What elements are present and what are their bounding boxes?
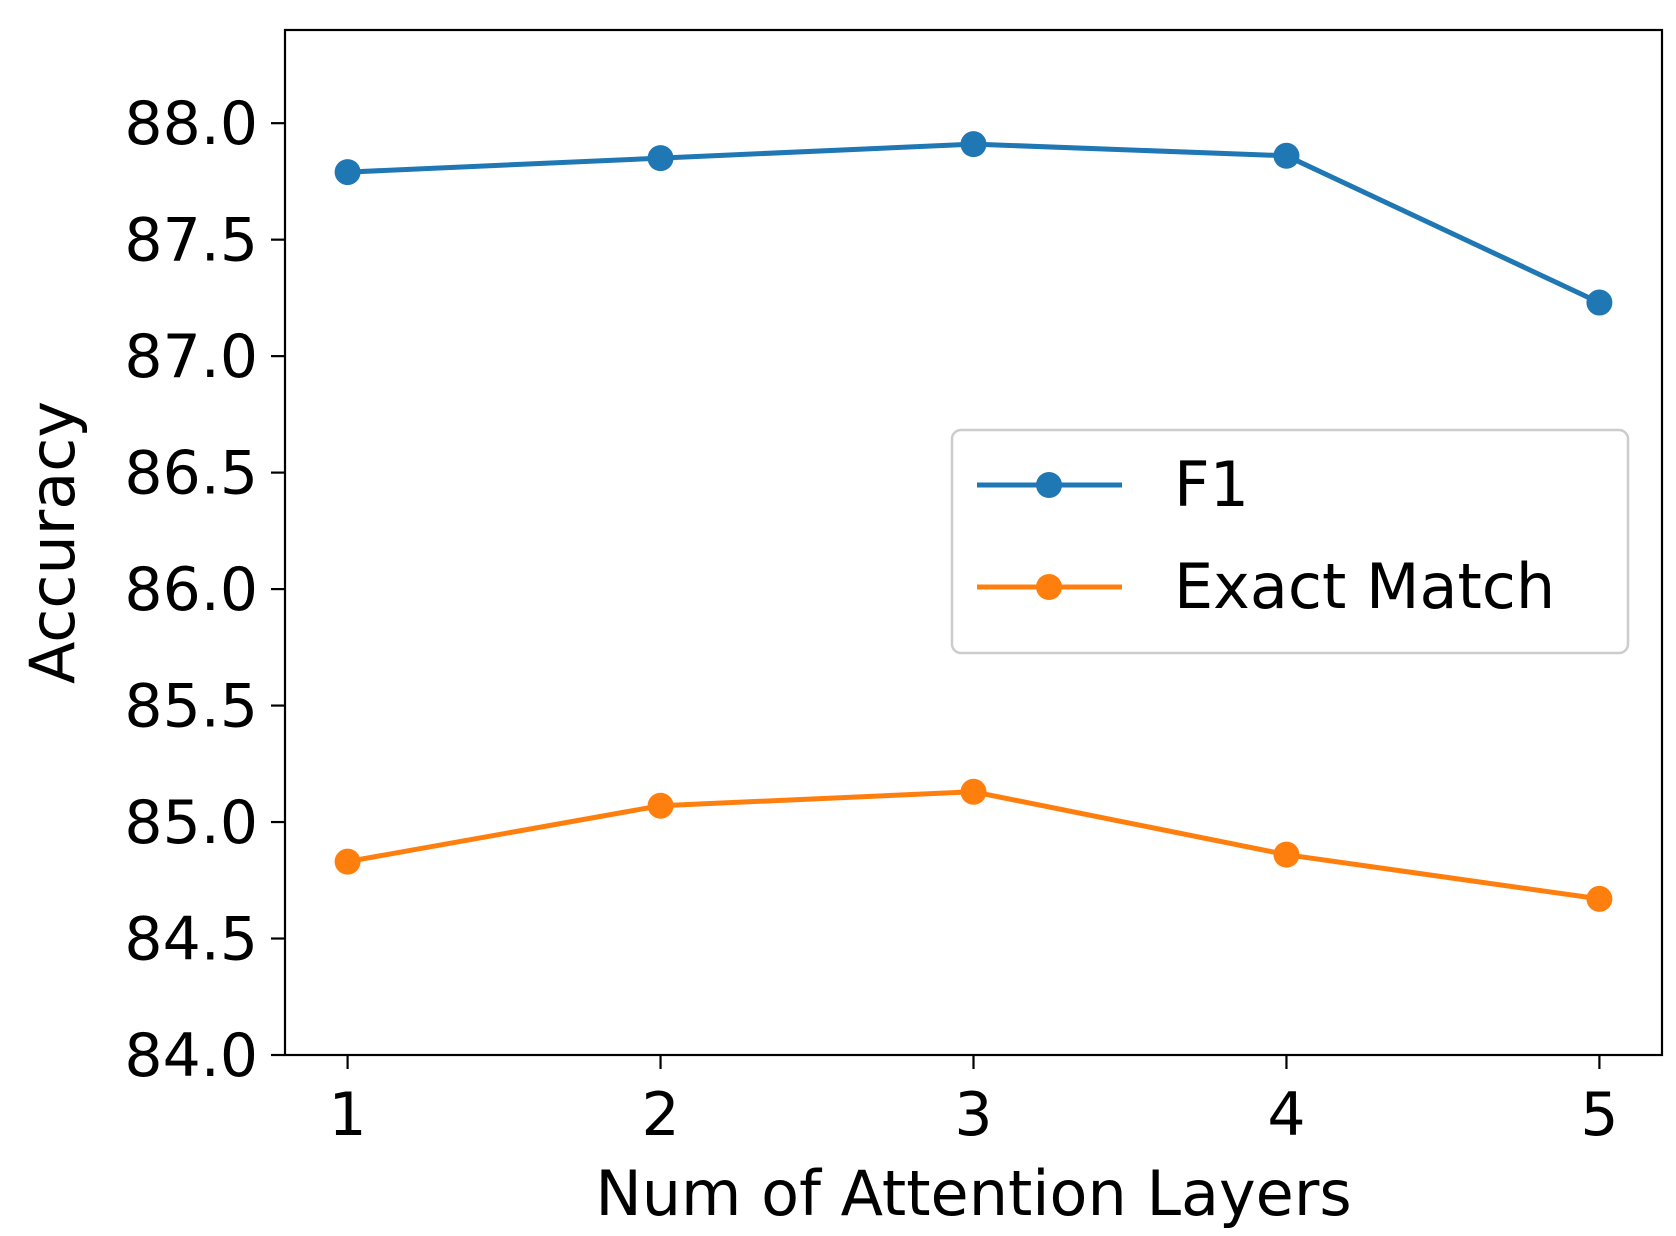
x-tick-label: 4: [1267, 1080, 1305, 1150]
y-tick-label: 86.5: [124, 439, 258, 509]
data-point-exact-match: [647, 792, 674, 819]
legend-label-exact-match: Exact Match: [1174, 550, 1555, 623]
data-point-exact-match: [1273, 841, 1300, 868]
data-point-f1: [1273, 142, 1300, 169]
data-point-f1: [647, 145, 674, 172]
legend-marker-exact-match: [1036, 574, 1062, 600]
data-point-exact-match: [1586, 885, 1613, 912]
y-tick-label: 84.0: [124, 1021, 258, 1091]
y-tick-label: 86.0: [124, 555, 258, 625]
legend-marker-f1: [1036, 472, 1062, 498]
series-layer: [334, 131, 1613, 912]
data-point-f1: [334, 159, 361, 186]
ticks-layer: 1 2 3 4 5 84.0 84.5 85.0 85.5 86.0 86.5 87.0 87.5 88.…: [124, 89, 1618, 1150]
y-tick-label: 84.5: [124, 905, 258, 975]
x-tick-label: 3: [954, 1080, 992, 1150]
x-tick-label: 1: [328, 1080, 366, 1150]
legend-label-f1: F1: [1174, 448, 1249, 521]
y-tick-label: 85.5: [124, 672, 258, 742]
data-point-exact-match: [334, 848, 361, 875]
data-point-exact-match: [960, 778, 987, 805]
y-tick-label: 87.0: [124, 322, 258, 392]
x-tick-label: 2: [641, 1080, 679, 1150]
y-tick-label: 85.0: [124, 788, 258, 858]
x-axis-label: Num of Attention Layers: [595, 1157, 1351, 1230]
data-point-f1: [960, 131, 987, 158]
y-tick-label: 87.5: [124, 206, 258, 276]
data-point-f1: [1586, 289, 1613, 316]
legend: F1 Exact Match: [950, 428, 1630, 655]
x-tick-label: 5: [1580, 1080, 1618, 1150]
y-axis-label: Accuracy: [16, 401, 89, 684]
y-tick-label: 88.0: [124, 89, 258, 159]
